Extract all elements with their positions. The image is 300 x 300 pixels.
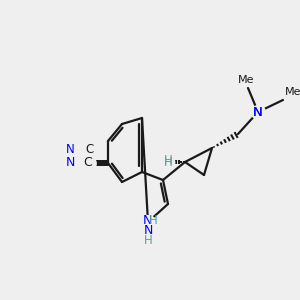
Text: N: N xyxy=(142,214,152,227)
Text: N: N xyxy=(253,106,263,118)
Text: H: H xyxy=(144,234,152,247)
Text: C: C xyxy=(84,157,92,169)
Text: N: N xyxy=(143,224,153,237)
Text: H: H xyxy=(148,214,158,227)
Text: Me: Me xyxy=(238,75,254,85)
Text: N: N xyxy=(253,106,263,118)
Text: N: N xyxy=(65,157,75,169)
Text: H: H xyxy=(164,155,172,169)
Text: C: C xyxy=(85,143,93,156)
Text: N: N xyxy=(66,143,74,156)
Text: Me: Me xyxy=(285,87,300,97)
Text: H: H xyxy=(164,154,173,166)
